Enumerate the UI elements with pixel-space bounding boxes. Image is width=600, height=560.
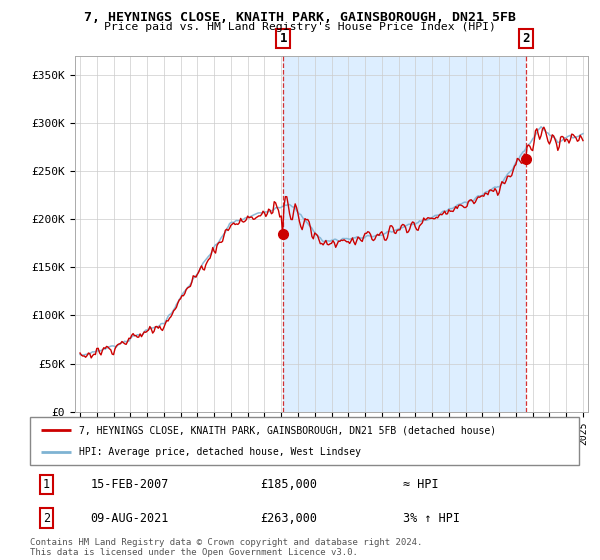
- Text: 3% ↑ HPI: 3% ↑ HPI: [403, 511, 460, 525]
- Text: £263,000: £263,000: [260, 511, 317, 525]
- Text: 7, HEYNINGS CLOSE, KNAITH PARK, GAINSBOROUGH, DN21 5FB: 7, HEYNINGS CLOSE, KNAITH PARK, GAINSBOR…: [84, 11, 516, 24]
- Text: 7, HEYNINGS CLOSE, KNAITH PARK, GAINSBOROUGH, DN21 5FB (detached house): 7, HEYNINGS CLOSE, KNAITH PARK, GAINSBOR…: [79, 425, 497, 435]
- Text: 1: 1: [43, 478, 50, 491]
- Text: 1: 1: [280, 32, 287, 45]
- Text: HPI: Average price, detached house, West Lindsey: HPI: Average price, detached house, West…: [79, 447, 361, 457]
- Text: £185,000: £185,000: [260, 478, 317, 491]
- Text: Price paid vs. HM Land Registry's House Price Index (HPI): Price paid vs. HM Land Registry's House …: [104, 22, 496, 32]
- Text: 2: 2: [43, 511, 50, 525]
- Bar: [283, 56, 526, 412]
- Text: Contains HM Land Registry data © Crown copyright and database right 2024.
This d: Contains HM Land Registry data © Crown c…: [30, 538, 422, 557]
- Text: ≈ HPI: ≈ HPI: [403, 478, 439, 491]
- FancyBboxPatch shape: [30, 417, 579, 465]
- Text: 09-AUG-2021: 09-AUG-2021: [91, 511, 169, 525]
- Text: 15-FEB-2007: 15-FEB-2007: [91, 478, 169, 491]
- Text: 2: 2: [523, 32, 530, 45]
